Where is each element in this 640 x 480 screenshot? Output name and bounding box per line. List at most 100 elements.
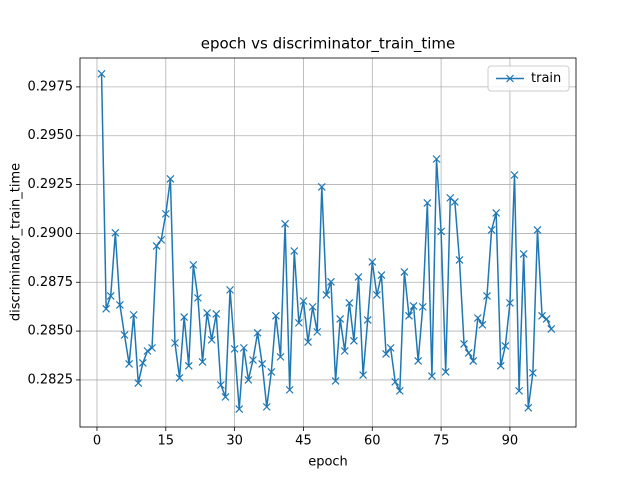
marker bbox=[354, 273, 363, 281]
y-tick-label: 0.2825 bbox=[28, 372, 74, 387]
legend-marker bbox=[506, 74, 514, 83]
marker bbox=[193, 293, 202, 302]
plot-frame bbox=[79, 57, 577, 428]
marker bbox=[198, 358, 207, 366]
marker bbox=[129, 310, 138, 319]
marker bbox=[111, 228, 120, 237]
marker bbox=[542, 315, 551, 323]
chart-title: epoch vs discriminator_train_time bbox=[201, 35, 456, 54]
marker bbox=[161, 209, 170, 218]
marker bbox=[143, 347, 152, 355]
x-tick-label: 90 bbox=[502, 434, 519, 449]
marker bbox=[285, 385, 294, 394]
marker bbox=[102, 304, 111, 313]
marker bbox=[249, 356, 257, 364]
marker bbox=[473, 314, 482, 322]
marker bbox=[207, 335, 216, 344]
marker bbox=[409, 301, 418, 310]
marker bbox=[175, 374, 184, 382]
y-tick-label: 0.2900 bbox=[28, 226, 74, 241]
x-axis-label: epoch bbox=[308, 455, 348, 470]
marker bbox=[363, 316, 372, 324]
marker bbox=[533, 225, 542, 234]
marker bbox=[405, 311, 413, 320]
marker bbox=[340, 347, 349, 355]
marker bbox=[349, 336, 358, 345]
marker bbox=[391, 377, 400, 386]
y-axis-label: discriminator_train_time bbox=[9, 163, 24, 321]
x-tick-label: 60 bbox=[364, 434, 381, 449]
marker bbox=[450, 198, 459, 206]
marker bbox=[359, 371, 368, 379]
marker bbox=[148, 343, 156, 352]
marker bbox=[294, 318, 303, 327]
marker bbox=[464, 349, 473, 357]
marker bbox=[226, 285, 234, 294]
marker bbox=[125, 359, 134, 368]
marker bbox=[501, 342, 510, 350]
marker bbox=[382, 350, 390, 358]
y-tick-label: 0.2925 bbox=[28, 177, 74, 192]
marker bbox=[244, 375, 253, 384]
marker bbox=[331, 376, 340, 385]
marker bbox=[308, 302, 317, 311]
marker bbox=[134, 379, 143, 387]
marker bbox=[483, 292, 491, 300]
x-tick-label: 15 bbox=[158, 434, 175, 449]
marker bbox=[496, 361, 505, 370]
marker bbox=[216, 381, 225, 389]
marker bbox=[203, 308, 212, 317]
x-tick-label: 45 bbox=[295, 434, 312, 449]
marker bbox=[267, 367, 276, 376]
y-tick-label: 0.2950 bbox=[28, 128, 74, 143]
marker bbox=[432, 155, 441, 163]
marker bbox=[372, 291, 381, 299]
marker bbox=[418, 302, 427, 311]
marker bbox=[97, 69, 106, 78]
marker bbox=[492, 208, 501, 217]
marker bbox=[120, 331, 129, 339]
y-tick-label: 0.2975 bbox=[28, 79, 74, 94]
marker bbox=[510, 171, 519, 179]
marker bbox=[281, 219, 290, 228]
marker bbox=[377, 271, 386, 279]
marker bbox=[171, 339, 179, 347]
marker bbox=[262, 402, 271, 411]
marker bbox=[519, 250, 528, 258]
marker bbox=[276, 352, 285, 361]
marker bbox=[271, 311, 280, 320]
marker bbox=[212, 309, 221, 318]
marker bbox=[528, 368, 537, 377]
marker bbox=[547, 325, 556, 333]
marker bbox=[336, 315, 345, 323]
x-tick-label: 75 bbox=[433, 434, 450, 449]
line bbox=[100, 73, 552, 410]
marker bbox=[230, 344, 239, 353]
marker bbox=[253, 328, 262, 337]
marker bbox=[395, 386, 404, 395]
marker bbox=[428, 372, 436, 380]
marker bbox=[239, 343, 248, 352]
marker bbox=[469, 357, 478, 365]
marker bbox=[515, 386, 524, 395]
marker bbox=[423, 199, 432, 207]
marker bbox=[258, 359, 267, 368]
marker bbox=[460, 340, 468, 348]
marker bbox=[138, 359, 147, 367]
marker bbox=[506, 299, 514, 307]
marker bbox=[538, 311, 546, 320]
marker bbox=[184, 361, 193, 370]
marker bbox=[299, 297, 308, 305]
marker bbox=[235, 405, 244, 413]
marker bbox=[317, 183, 326, 191]
marker bbox=[327, 277, 335, 286]
marker bbox=[189, 260, 198, 269]
y-tick-label: 0.2850 bbox=[28, 324, 74, 339]
y-tick-label: 0.2875 bbox=[28, 275, 74, 290]
marker bbox=[455, 256, 464, 264]
x-tick-label: 0 bbox=[93, 434, 101, 449]
x-tick-label: 30 bbox=[226, 434, 243, 449]
marker bbox=[180, 313, 189, 321]
marker bbox=[478, 320, 487, 329]
